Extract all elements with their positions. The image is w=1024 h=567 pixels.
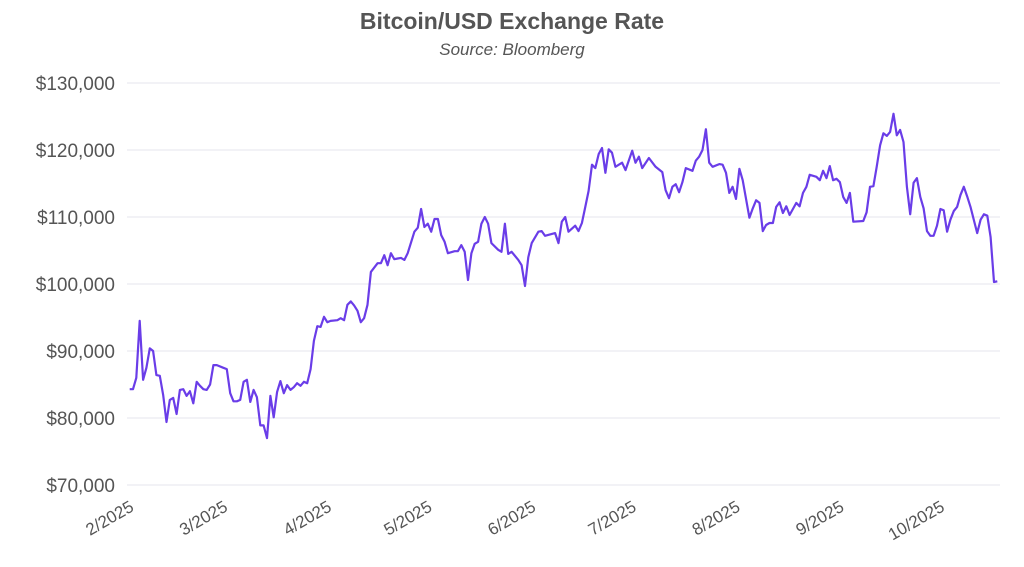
x-tick-label: 7/2025 (585, 497, 640, 539)
y-tick-label: $100,000 (36, 275, 115, 296)
x-tick-label: 6/2025 (484, 497, 539, 539)
chart-title: Bitcoin/USD Exchange Rate (359, 8, 665, 34)
y-tick-label: $130,000 (36, 74, 115, 95)
gridlines (127, 82, 1000, 486)
series-line (129, 112, 998, 440)
x-tick-label: 5/2025 (381, 497, 436, 539)
y-tick-label: $80,000 (46, 409, 115, 430)
y-tick-label: $70,000 (46, 476, 115, 497)
x-tick-label: 4/2025 (280, 497, 335, 539)
x-tick-label: 2/2025 (82, 497, 137, 539)
x-tick-label: 10/2025 (885, 497, 948, 544)
x-tick-label: 3/2025 (176, 497, 231, 539)
series (129, 112, 998, 440)
y-tick-label: $120,000 (36, 141, 115, 162)
chart-subtitle: Source: Bloomberg (439, 40, 585, 59)
y-tick-label: $90,000 (46, 342, 115, 363)
x-axis-ticks: 2/2025 3/2025 4/2025 5/2025 6/2025 7/2025 8/20… (82, 497, 947, 544)
x-tick-label: 9/2025 (793, 497, 848, 539)
x-tick-label: 8/2025 (689, 497, 744, 539)
y-tick-label: $110,000 (37, 208, 115, 229)
y-axis-ticks: $70,000 $80,000 $90,000 $100,000 $110,000 $12… (36, 74, 115, 497)
